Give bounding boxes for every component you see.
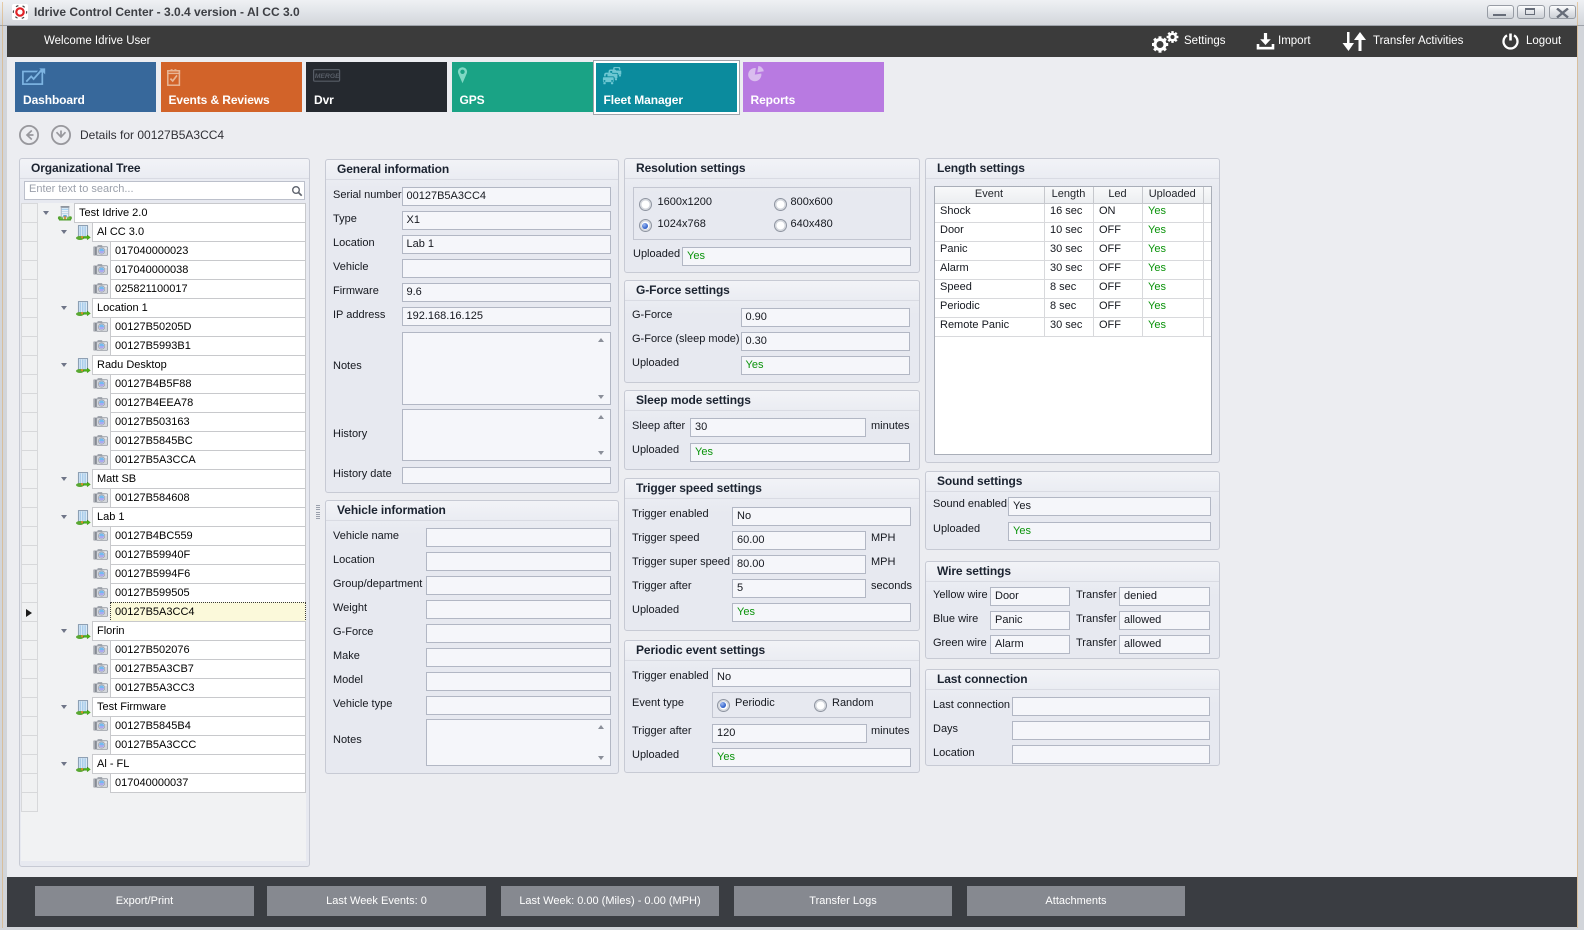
svg-text:MERGE: MERGE	[315, 73, 340, 80]
